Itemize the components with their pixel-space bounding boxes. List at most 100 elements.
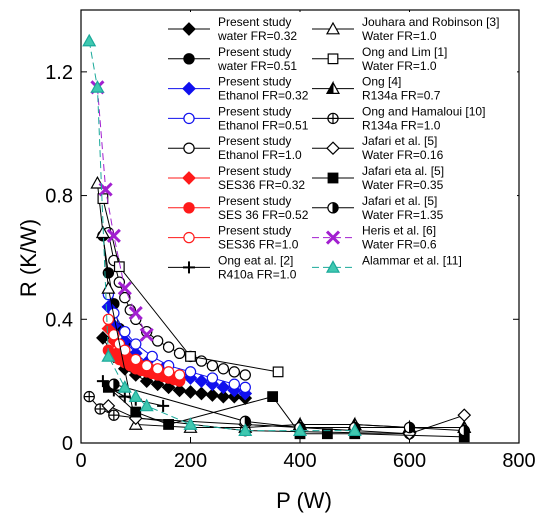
data-point — [292, 423, 308, 437]
data-point — [130, 406, 142, 418]
data-point — [206, 359, 219, 372]
legend-label: Jafari eta al. [5] — [362, 164, 444, 178]
data-point — [97, 193, 109, 205]
legend-entry: Jouhara and Robinson [3]Water FR=1.0 — [312, 15, 499, 43]
legend-label-sub: R134a FR=0.7 — [362, 89, 441, 103]
data-point — [108, 409, 120, 421]
data-point — [326, 141, 340, 156]
data-point — [119, 325, 131, 338]
data-point — [183, 53, 195, 65]
data-point — [327, 202, 339, 214]
legend-label-sub: Ethanol FR=0.32 — [218, 89, 309, 103]
data-point — [90, 80, 105, 93]
data-point — [83, 390, 95, 403]
data-point — [182, 171, 196, 185]
legend-label-sub: SES36 FR=1.0 — [218, 238, 299, 252]
data-point — [151, 335, 164, 347]
data-point — [162, 341, 175, 353]
data-point — [325, 21, 341, 35]
data-point — [173, 369, 186, 381]
legend-entry: Jafari et al. [5]Water FR=1.35 — [312, 194, 444, 222]
legend-label: Present study — [218, 194, 291, 208]
data-point — [130, 353, 142, 366]
data-point — [184, 366, 197, 378]
data-point — [183, 261, 195, 274]
y-tick-label: 0.8 — [45, 186, 73, 208]
legend-label-sub: Water FR=1.0 — [362, 59, 437, 73]
legend-label-sub: Water FR=0.16 — [362, 148, 444, 162]
data-point — [194, 374, 209, 388]
data-point — [102, 313, 115, 325]
y-tick-label: 0.4 — [45, 309, 73, 331]
legend-entry: Ong eat al. [2]R410a FR=1.0 — [168, 253, 297, 281]
x-tick-label: 0 — [75, 450, 86, 472]
legend-entry: Ong and Lim [1]Water FR=1.0 — [312, 45, 447, 73]
data-point — [457, 408, 472, 423]
series-15 — [108, 378, 470, 437]
data-point — [403, 421, 416, 434]
data-point — [119, 344, 131, 356]
data-point — [130, 338, 142, 350]
legend-label-sub: Water FR=0.6 — [362, 238, 437, 252]
data-point — [117, 281, 132, 296]
series-line — [88, 40, 355, 432]
legend-label: Present study — [218, 45, 291, 59]
legend-label-sub: R410a FR=1.0 — [218, 267, 297, 281]
legend-label-sub: Water FR=0.35 — [362, 178, 444, 192]
legend-label-sub: Ethanol FR=0.51 — [218, 118, 309, 132]
legend-entry: Jafari eta al. [5]Water FR=0.35 — [312, 164, 444, 192]
data-point — [101, 349, 116, 362]
data-point — [206, 372, 219, 384]
legend-label: Heris et al. [6] — [362, 224, 436, 238]
x-tick-label: 600 — [393, 450, 426, 472]
legend-label: Present study — [218, 104, 291, 118]
legend-label-sub: Water FR=1.0 — [362, 29, 437, 43]
data-point — [102, 267, 115, 279]
data-point — [140, 359, 153, 372]
legend-entry: Heris et al. [6]Water FR=0.6 — [312, 224, 437, 252]
legend-label-sub: SES36 FR=0.32 — [218, 178, 305, 192]
series-line — [107, 294, 246, 388]
legend-entry: Jafari et al. [5]Water FR=0.16 — [312, 134, 444, 162]
legend-label-sub: SES 36 FR=0.52 — [218, 208, 309, 222]
legend-label: Present study — [218, 164, 291, 178]
legend-label: Jouhara and Robinson [3] — [362, 15, 499, 29]
series-17 — [82, 33, 362, 437]
legend-label: Ong [4] — [362, 75, 401, 89]
data-point — [183, 112, 195, 125]
data-point — [183, 231, 195, 244]
data-point — [228, 366, 240, 378]
data-point — [458, 424, 470, 437]
data-point — [228, 378, 240, 390]
data-point — [267, 391, 279, 403]
x-tick-label: 400 — [283, 450, 316, 472]
legend-label-sub: Ethanol FR=1.0 — [218, 148, 302, 162]
legend-label: Present study — [218, 15, 291, 29]
data-point — [325, 260, 341, 273]
data-point — [101, 399, 116, 413]
data-point — [182, 81, 196, 96]
data-point — [96, 330, 110, 345]
legend-label-sub: R134a FR=1.0 — [362, 118, 441, 132]
data-point — [151, 363, 164, 375]
data-point — [239, 415, 251, 428]
legend-label: Present study — [218, 224, 291, 238]
data-point — [106, 228, 121, 243]
data-series — [82, 33, 472, 443]
legend-label: Jafari et al. [5] — [362, 134, 437, 148]
series-11 — [292, 416, 472, 433]
data-point — [162, 366, 175, 378]
data-point — [108, 378, 120, 390]
data-point — [183, 202, 195, 214]
data-point — [327, 172, 339, 184]
data-point — [101, 281, 116, 294]
data-point — [108, 329, 120, 341]
legend-entry: Ong [4]R134a FR=0.7 — [312, 75, 441, 103]
data-point — [327, 53, 339, 65]
data-point — [183, 417, 198, 430]
legend-label: Ong and Lim [1] — [362, 45, 447, 59]
